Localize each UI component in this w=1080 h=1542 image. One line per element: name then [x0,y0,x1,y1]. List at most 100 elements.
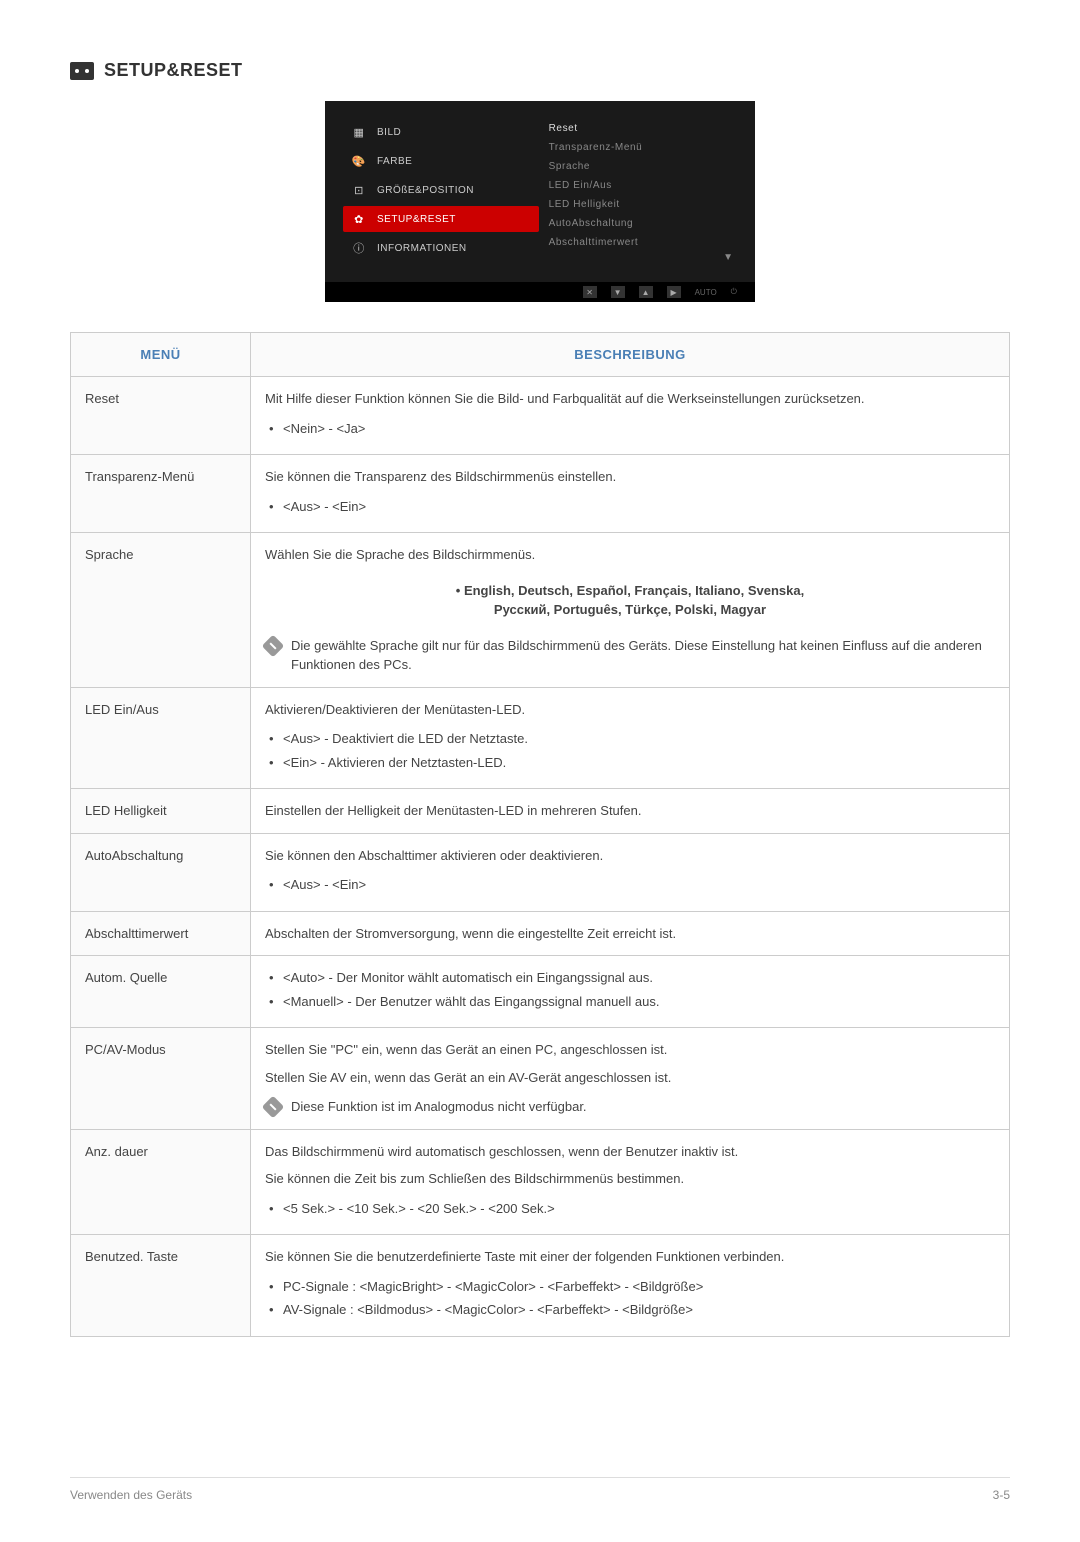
desc-text: Wählen Sie die Sprache des Bildschirmmen… [265,545,995,565]
note-icon [262,1096,285,1119]
menu-description-table: MENÜ BESCHREIBUNG Reset Mit Hilfe dieser… [70,332,1010,1337]
menu-cell: Sprache [71,533,251,688]
menu-cell: Transparenz-Menü [71,455,251,533]
option: <Aus> - <Ein> [265,497,995,517]
desc-text: Sie können Sie die benutzerdefinierte Ta… [265,1247,995,1267]
option: <5 Sek.> - <10 Sek.> - <20 Sek.> - <200 … [265,1199,995,1219]
desc-cell: Wählen Sie die Sprache des Bildschirmmen… [251,533,1010,688]
osd-item-label: INFORMATIONEN [377,243,467,254]
page-footer: Verwenden des Geräts 3-5 [70,1477,1010,1502]
osd-item-farbe: 🎨 FARBE [343,148,539,174]
desc-text: Stellen Sie "PC" ein, wenn das Gerät an … [265,1040,995,1060]
options-list: <Auto> - Der Monitor wählt automatisch e… [265,968,995,1011]
note-block: Die gewählte Sprache gilt nur für das Bi… [265,636,995,675]
table-row: AutoAbschaltung Sie können den Abschaltt… [71,833,1010,911]
osd-item-info: ⓘ INFORMATIONEN [343,235,539,261]
menu-cell: PC/AV-Modus [71,1028,251,1130]
language-list: • English, Deutsch, Español, Français, I… [265,581,995,620]
menu-cell: Anz. dauer [71,1129,251,1235]
table-row: LED Helligkeit Einstellen der Helligkeit… [71,789,1010,834]
note-text: Diese Funktion ist im Analogmodus nicht … [291,1097,587,1117]
osd-right-item: AutoAbschaltung [549,214,737,233]
down-arrow-icon: ▼ [549,252,737,263]
down-icon: ▼ [611,286,625,298]
power-icon: ⏻ [731,287,737,297]
desc-cell: <Auto> - Der Monitor wählt automatisch e… [251,956,1010,1028]
note-icon [262,634,285,657]
table-row: LED Ein/Aus Aktivieren/Deaktivieren der … [71,687,1010,789]
osd-right-item: Sprache [549,157,737,176]
info-icon: ⓘ [351,240,367,256]
enter-icon: ▶ [667,286,681,298]
table-row: Reset Mit Hilfe dieser Funktion können S… [71,377,1010,455]
menu-cell: Autom. Quelle [71,956,251,1028]
options-list: <Aus> - <Ein> [265,875,995,895]
desc-cell: Stellen Sie "PC" ein, wenn das Gerät an … [251,1028,1010,1130]
menu-cell: LED Ein/Aus [71,687,251,789]
menu-cell: LED Helligkeit [71,789,251,834]
desc-cell: Sie können Sie die benutzerdefinierte Ta… [251,1235,1010,1337]
table-row: PC/AV-Modus Stellen Sie "PC" ein, wenn d… [71,1028,1010,1130]
desc-cell: Einstellen der Helligkeit der Menütasten… [251,789,1010,834]
close-icon: ✕ [583,286,597,298]
auto-label: AUTO [695,288,717,297]
desc-text: Das Bildschirmmenü wird automatisch gesc… [265,1142,995,1162]
desc-text: Sie können den Abschalttimer aktivieren … [265,846,995,866]
position-icon: ⊡ [351,182,367,198]
options-list: <Aus> - <Ein> [265,497,995,517]
note-text: Die gewählte Sprache gilt nur für das Bi… [291,636,995,675]
table-row: Transparenz-Menü Sie können die Transpar… [71,455,1010,533]
header-description: BESCHREIBUNG [251,333,1010,377]
option: <Ein> - Aktivieren der Netztasten-LED. [265,753,995,773]
desc-cell: Sie können den Abschalttimer aktivieren … [251,833,1010,911]
footer-right: 3-5 [993,1488,1010,1502]
osd-right-item: LED Ein/Aus [549,176,737,195]
osd-item-label: BILD [377,127,401,138]
osd-item-setup-reset: ✿ SETUP&RESET [343,206,539,232]
options-list: <Nein> - <Ja> [265,419,995,439]
option: <Aus> - Deaktiviert die LED der Netztast… [265,729,995,749]
osd-right-item: LED Helligkeit [549,195,737,214]
desc-text: Sie können die Transparenz des Bildschir… [265,467,995,487]
note-block: Diese Funktion ist im Analogmodus nicht … [265,1097,995,1117]
osd-item-groesse: ⊡ GRÖßE&POSITION [343,177,539,203]
osd-item-label: SETUP&RESET [377,214,456,225]
desc-cell: Abschalten der Stromversorgung, wenn die… [251,911,1010,956]
option: AV-Signale : <Bildmodus> - <MagicColor> … [265,1300,995,1320]
desc-cell: Sie können die Transparenz des Bildschir… [251,455,1010,533]
setup-reset-icon [70,62,94,80]
table-row: Sprache Wählen Sie die Sprache des Bilds… [71,533,1010,688]
option: <Aus> - <Ein> [265,875,995,895]
options-list: <Aus> - Deaktiviert die LED der Netztast… [265,729,995,772]
bild-icon: ▦ [351,124,367,140]
desc-text: Mit Hilfe dieser Funktion können Sie die… [265,389,995,409]
osd-item-bild: ▦ BILD [343,119,539,145]
desc-cell: Mit Hilfe dieser Funktion können Sie die… [251,377,1010,455]
osd-preview: ▦ BILD 🎨 FARBE ⊡ GRÖßE&POSITION ✿ SETUP&… [325,101,755,302]
menu-cell: AutoAbschaltung [71,833,251,911]
osd-right-menu: Reset Transparenz-Menü Sprache LED Ein/A… [549,119,755,282]
options-list: <5 Sek.> - <10 Sek.> - <20 Sek.> - <200 … [265,1199,995,1219]
lang-line2: Русский, Português, Türkçe, Polski, Magy… [265,600,995,620]
desc-text: Sie können die Zeit bis zum Schließen de… [265,1169,995,1189]
table-row: Benutzed. Taste Sie können Sie die benut… [71,1235,1010,1337]
table-row: Abschalttimerwert Abschalten der Stromve… [71,911,1010,956]
desc-cell: Das Bildschirmmenü wird automatisch gesc… [251,1129,1010,1235]
footer-left: Verwenden des Geräts [70,1488,192,1502]
option: <Auto> - Der Monitor wählt automatisch e… [265,968,995,988]
section-title: SETUP&RESET [104,60,243,81]
osd-item-label: GRÖßE&POSITION [377,185,474,196]
option: <Nein> - <Ja> [265,419,995,439]
desc-text: Stellen Sie AV ein, wenn das Gerät an ei… [265,1068,995,1088]
osd-left-menu: ▦ BILD 🎨 FARBE ⊡ GRÖßE&POSITION ✿ SETUP&… [325,119,549,282]
section-header: SETUP&RESET [70,60,1010,81]
desc-text: Einstellen der Helligkeit der Menütasten… [265,801,995,821]
desc-text: Abschalten der Stromversorgung, wenn die… [265,924,995,944]
menu-cell: Benutzed. Taste [71,1235,251,1337]
menu-cell: Abschalttimerwert [71,911,251,956]
farbe-icon: 🎨 [351,153,367,169]
osd-body: ▦ BILD 🎨 FARBE ⊡ GRÖßE&POSITION ✿ SETUP&… [325,101,755,282]
up-icon: ▲ [639,286,653,298]
osd-right-item: Transparenz-Menü [549,138,737,157]
osd-right-item: Reset [549,119,737,138]
